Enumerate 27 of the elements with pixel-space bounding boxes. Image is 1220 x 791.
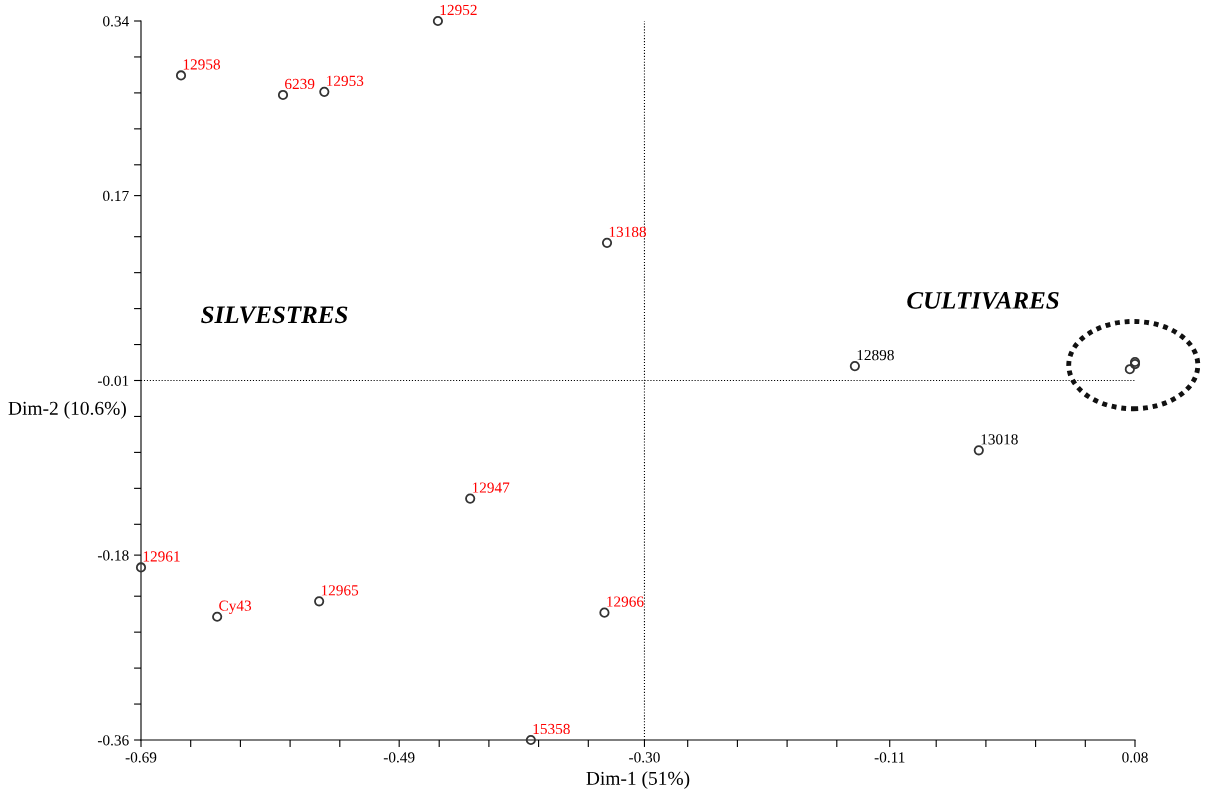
x-tick-label: -0.30	[629, 752, 660, 763]
x-tick-label: 0.08	[1122, 752, 1148, 763]
annotation: 15358	[533, 723, 570, 735]
y-tick-label: 0.34	[103, 16, 129, 27]
annotation: Cy43	[219, 600, 252, 614]
x-tick-label: -0.11	[874, 752, 905, 763]
x-tick-label: -0.49	[383, 752, 415, 763]
y-tick-label: 0.17	[103, 190, 129, 202]
y-axis-title: Dim-2 (10.6%)	[8, 401, 126, 419]
annotation: 6239	[285, 78, 315, 90]
annotation: SILVESTRES	[201, 306, 348, 324]
annotation: 13188	[609, 226, 647, 237]
annotation: 12965	[321, 585, 359, 596]
x-axis-title: Dim-1 (51%)	[586, 771, 690, 789]
annotation: 12898	[857, 349, 894, 361]
y-tick-label: -0.18	[97, 550, 129, 561]
annotation: 12952	[440, 4, 477, 16]
annotation: 12966	[607, 596, 644, 607]
annotation: CULTIVARES	[907, 292, 1059, 309]
y-tick-label: -0.01	[97, 375, 129, 387]
y-tick-label: -0.36	[97, 735, 129, 746]
annotation: 13018	[981, 434, 1018, 445]
annotation: 12947	[472, 482, 510, 493]
annotation: 12958	[183, 59, 221, 70]
x-tick-label: -0.69	[125, 752, 157, 763]
annotation: 12961	[143, 551, 180, 562]
annotation: 12953	[327, 75, 364, 86]
